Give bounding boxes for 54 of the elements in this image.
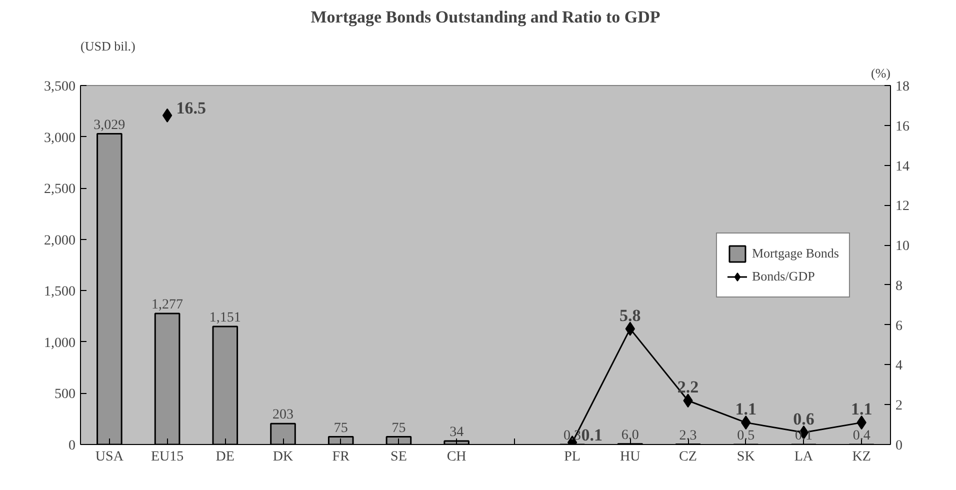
data-label: 6.0	[621, 428, 639, 443]
data-label: 0.1	[581, 426, 603, 445]
y2-tick-label: 8	[896, 278, 902, 294]
x-tick-label: SE	[390, 450, 407, 464]
y-tick-label: 1,000	[44, 336, 76, 351]
y2-axis-title: (%)	[871, 66, 891, 80]
x-tick-label: CH	[446, 450, 466, 464]
y-tick-label: 2,000	[44, 233, 76, 248]
y2-tick-label: 10	[896, 239, 910, 254]
legend-label: Mortgage Bonds	[752, 245, 839, 261]
y2-tick-label: 16	[896, 119, 910, 134]
data-label: 34	[450, 425, 464, 440]
y-tick-label: 500	[54, 387, 76, 402]
y2-tick-label: 14	[896, 159, 910, 174]
data-label: 0.5	[737, 428, 755, 444]
data-label: 1,151	[209, 310, 241, 326]
data-label: 1,277	[152, 298, 184, 313]
data-label: 2.3	[679, 428, 697, 444]
y-tick-label: 0	[68, 438, 76, 454]
y2-tick-label: 18	[896, 80, 910, 94]
x-tick-label: DK	[272, 450, 294, 464]
x-tick-label: LA	[794, 450, 814, 464]
data-label: 1.1	[850, 400, 872, 419]
data-label: 203	[272, 408, 294, 423]
y2-tick-label: 6	[896, 318, 902, 334]
data-label: 75	[392, 420, 406, 436]
x-tick-label: FR	[332, 450, 350, 464]
x-tick-label: DE	[216, 450, 234, 464]
legend-label: Bonds/GDP	[752, 268, 815, 284]
data-label: 0.6	[793, 410, 814, 429]
y-tick-label: 3,000	[44, 130, 76, 146]
x-tick-label: CZ	[679, 450, 697, 464]
y2-tick-label: 4	[896, 358, 902, 374]
x-tick-label: PL	[564, 450, 580, 464]
data-label: 0.4	[852, 428, 870, 444]
y2-tick-label: 12	[896, 199, 910, 214]
chart-title: Mortgage Bonds Outstanding and Ratio to GDP	[310, 8, 660, 26]
data-label: 1.1	[735, 400, 756, 419]
data-label: 75	[334, 420, 348, 436]
y2-tick-label: 0	[896, 438, 902, 454]
x-tick-label: USA	[95, 450, 124, 464]
data-label: 16.5	[176, 98, 206, 118]
y-tick-label: 3,500	[44, 80, 76, 94]
data-label: 5.8	[620, 306, 641, 325]
x-tick-label: HU	[620, 450, 640, 464]
x-tick-label: SK	[736, 450, 755, 464]
x-tick-label: EU15	[150, 450, 184, 464]
data-label: 3,029	[94, 118, 126, 133]
x-tick-label: KZ	[852, 450, 871, 464]
data-label: 2.2	[677, 378, 699, 397]
y-tick-label: 2,500	[44, 182, 76, 198]
y-axis-title: (USD bil.)	[80, 38, 136, 54]
y-tick-label: 1,500	[44, 284, 76, 300]
y2-tick-label: 2	[896, 398, 902, 414]
